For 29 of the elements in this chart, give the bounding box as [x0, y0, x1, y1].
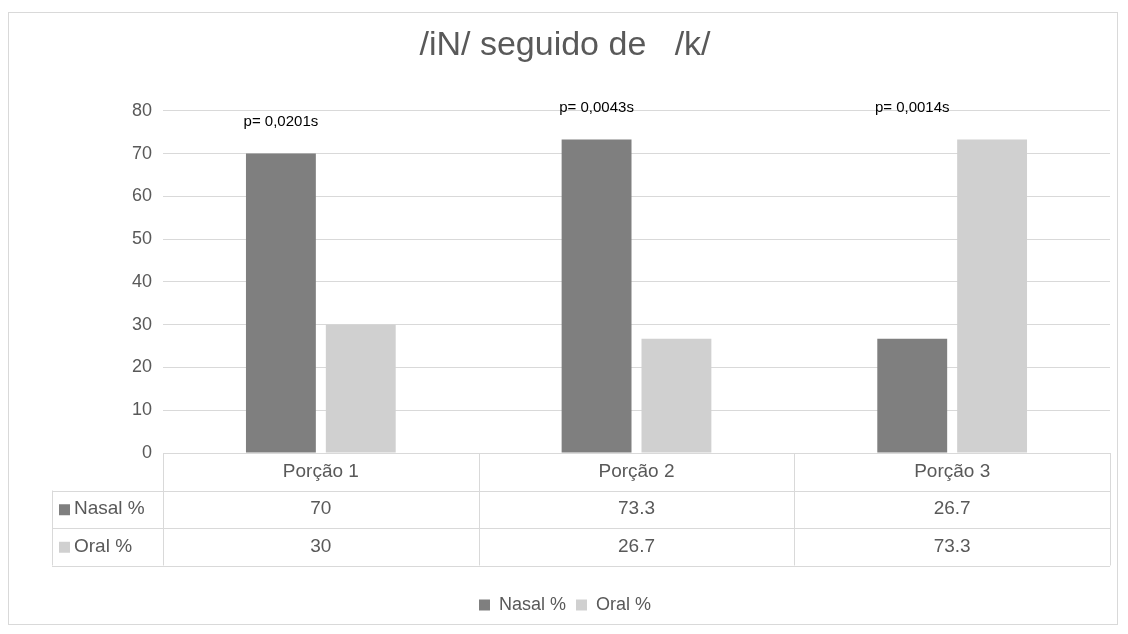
data-label: 73.3	[618, 497, 655, 519]
y-tick-label: 70	[131, 142, 152, 163]
x-tick-label: Porção 3	[914, 459, 991, 481]
y-tick-label: 10	[131, 399, 152, 420]
y-tick-label: 50	[131, 228, 152, 249]
x-tick-label: Porção 1	[282, 459, 359, 481]
data-label: 70	[310, 497, 332, 519]
data-label: 73.3	[933, 534, 971, 556]
bar	[561, 139, 632, 453]
data-label: 26.7	[618, 534, 655, 556]
x-tick-label: Porção 2	[598, 459, 675, 481]
y-tick-label: 30	[131, 313, 152, 334]
bar	[877, 338, 948, 453]
y-tick-label: 60	[131, 185, 152, 206]
legend-label: Oral %	[596, 593, 652, 614]
legend-label: Nasal %	[74, 497, 145, 519]
y-tick-label: 0	[141, 441, 152, 462]
annotation: p= 0,0043s	[559, 98, 634, 116]
annotation: p= 0,0201s	[243, 112, 319, 130]
data-label: 30	[310, 534, 332, 556]
bar	[245, 153, 316, 453]
text: Oral %	[74, 534, 133, 556]
data-label: 26.7	[933, 497, 971, 519]
y-tick-label: 20	[131, 356, 152, 377]
chart-title: /iN/ seguido de /k/	[419, 23, 712, 62]
annotation: p= 0,0014s	[874, 98, 950, 116]
text: Nasal %	[498, 593, 567, 614]
y-tick-label: 40	[131, 270, 152, 291]
y-tick-label: 80	[131, 99, 152, 120]
